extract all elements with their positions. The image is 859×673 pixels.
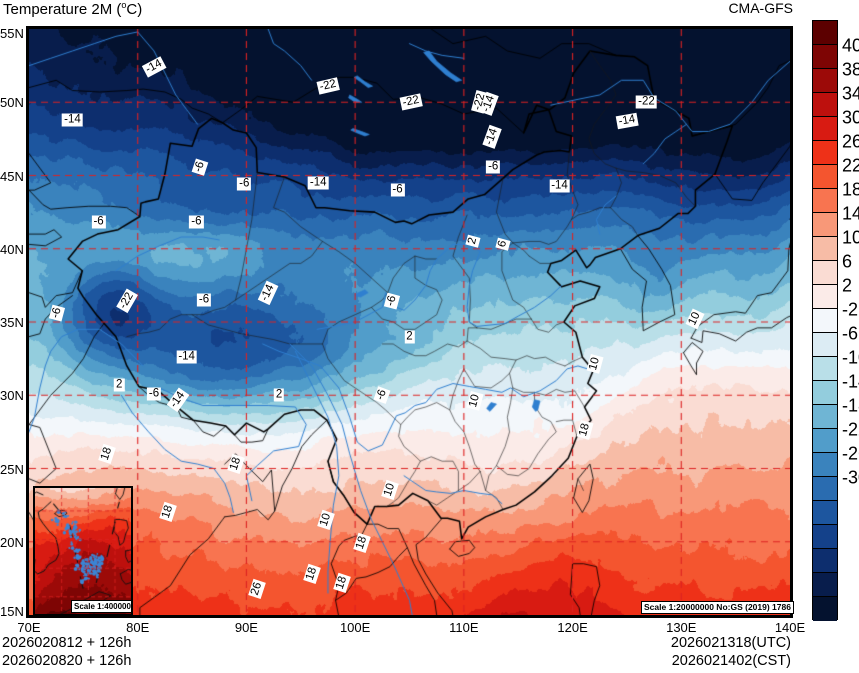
inset-scale-label: Scale 1:40000000 <box>71 600 131 613</box>
colorbar-segment <box>813 237 837 261</box>
lon-tick-130E: 130E <box>666 620 697 635</box>
colorbar-segment <box>813 501 837 525</box>
colorbar-tick-30: 30 <box>842 107 859 128</box>
lon-tick-70E: 70E <box>17 620 41 635</box>
lat-tick-45N: 45N <box>0 168 24 184</box>
colorbar-tick-26: 26 <box>842 131 859 152</box>
main-scale-label: Scale 1:20000000 No:GS (2019) 1786 <box>641 601 794 614</box>
colorbar-tick-22: 22 <box>842 155 859 176</box>
lat-tick-15N: 15N <box>0 604 24 619</box>
colorbar-segment <box>813 453 837 477</box>
contour-label: -6 <box>146 387 162 401</box>
contour-label: -22 <box>636 95 657 109</box>
colorbar-segment <box>813 93 837 117</box>
page-title: Temperature 2M (oC) <box>3 0 142 18</box>
valid-time-utc-label: 2026021318(UTC) <box>670 635 791 651</box>
colorbar-tick--10: -10 <box>842 347 859 368</box>
colorbar-segment <box>813 21 837 45</box>
degree-symbol: o <box>121 0 127 10</box>
contour-label: -6 <box>91 215 106 229</box>
colorbar-gradient <box>812 20 838 621</box>
colorbar-tick--14: -14 <box>842 371 859 392</box>
colorbar-segment <box>813 189 837 213</box>
colorbar-segment <box>813 165 837 189</box>
colorbar-tick-10: 10 <box>842 227 859 248</box>
temperature-field-canvas <box>29 29 790 615</box>
contour-label: -6 <box>237 177 252 191</box>
south-china-sea-inset-map[interactable]: Scale 1:40000000 <box>33 486 133 615</box>
contour-label: 2 <box>114 378 125 392</box>
contour-label: 2 <box>404 330 415 344</box>
contour-label: -6 <box>189 215 204 229</box>
contour-label: -14 <box>549 179 570 193</box>
init-time-utc-label: 2026020812 + 126h <box>2 635 132 651</box>
lon-tick-100E: 100E <box>339 620 371 635</box>
lat-tick-30N: 30N <box>0 388 24 404</box>
inset-temperature-canvas <box>35 488 131 614</box>
lat-tick-50N: 50N <box>0 95 24 111</box>
lon-tick-120E: 120E <box>557 620 588 635</box>
colorbar-segment <box>813 69 837 93</box>
colorbar-segment <box>813 525 837 549</box>
contour-label: -6 <box>486 160 501 174</box>
contour-label: -6 <box>196 293 212 307</box>
contour-label: -14 <box>62 113 83 127</box>
lon-tick-140E: 140E <box>774 620 806 635</box>
colorbar-segment <box>813 141 837 165</box>
colorbar-segment <box>813 405 837 429</box>
contour-label: -6 <box>390 183 405 197</box>
colorbar-tick--22: -22 <box>842 419 859 440</box>
colorbar-tick-34: 34 <box>842 83 859 104</box>
colorbar-segment <box>813 477 837 501</box>
colorbar-segment <box>813 357 837 381</box>
colorbar-segment <box>813 381 837 405</box>
colorbar-tick-18: 18 <box>842 179 859 200</box>
colorbar-segment <box>813 285 837 309</box>
colorbar-tick--30: -30 <box>842 467 859 488</box>
lat-tick-25N: 25N <box>0 461 24 477</box>
colorbar-tick-6: 6 <box>842 251 853 272</box>
colorbar-segment <box>813 573 837 597</box>
colorbar-tick--6: -6 <box>842 323 859 344</box>
lon-tick-90E: 90E <box>234 620 258 635</box>
colorbar: 40 38 34 30 26 22 18 14 10 6 2 -2 -6 -10 -14 -18 -22 -26 -… <box>812 20 859 621</box>
colorbar-segment <box>813 549 837 573</box>
colorbar-segment <box>813 213 837 237</box>
page-title-suffix: C) <box>126 1 143 18</box>
contour-label: -14 <box>307 176 329 190</box>
colorbar-segment <box>813 261 837 285</box>
colorbar-segment <box>813 117 837 141</box>
lon-tick-110E: 110E <box>449 620 479 635</box>
lat-tick-35N: 35N <box>0 315 24 330</box>
colorbar-tick--18: -18 <box>842 395 859 416</box>
colorbar-tick--2: -2 <box>842 299 859 320</box>
colorbar-segment <box>813 597 837 621</box>
lat-tick-40N: 40N <box>0 241 24 257</box>
lon-tick-80E: 80E <box>126 620 150 635</box>
colorbar-tick-40: 40 <box>842 35 859 56</box>
lat-tick-20N: 20N <box>0 534 24 550</box>
init-time-cst-label: 2026020820 + 126h <box>2 653 132 669</box>
colorbar-segment <box>813 45 837 69</box>
colorbar-tick--26: -26 <box>842 443 859 464</box>
colorbar-segment <box>813 429 837 453</box>
colorbar-tick-14: 14 <box>842 203 859 224</box>
page-title-prefix: Temperature 2M ( <box>3 1 122 18</box>
lat-tick-55N: 55N <box>0 26 24 41</box>
map-frame[interactable]: -14 -22 -22 -22 -22 -14 -14 -14 -14 -6 -6 -14 -6 -6 -1… <box>26 26 793 618</box>
colorbar-tick-2: 2 <box>842 275 853 296</box>
valid-time-cst-label: 2026021402(CST) <box>671 653 791 669</box>
colorbar-tick-38: 38 <box>842 59 859 80</box>
contour-label: 2 <box>273 388 285 402</box>
colorbar-segment <box>813 309 837 333</box>
colorbar-segment <box>813 333 837 357</box>
contour-label: -14 <box>176 350 197 364</box>
model-name-label: CMA-GFS <box>728 0 793 16</box>
